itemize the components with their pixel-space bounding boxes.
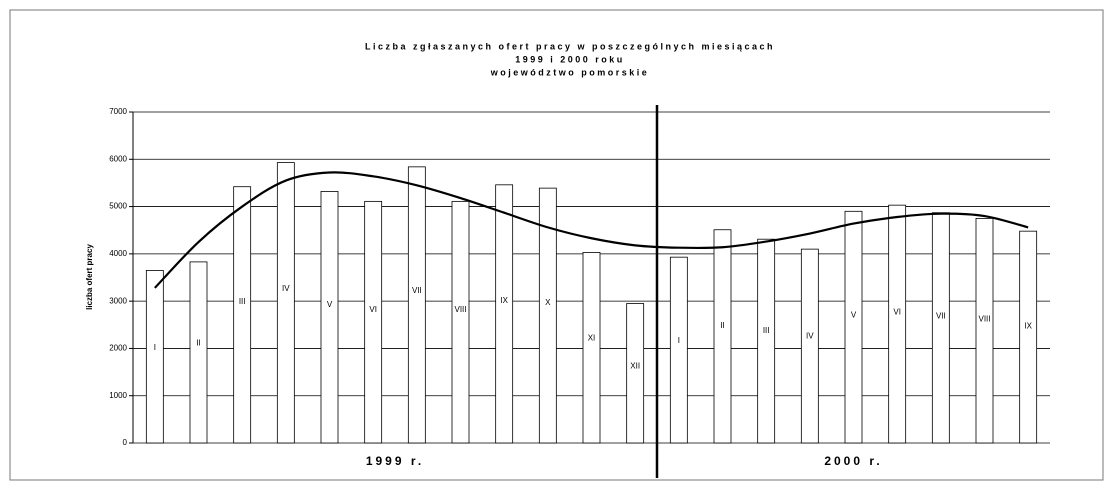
chart-subtitle: 1999 i 2000 roku <box>515 54 625 64</box>
chart-subtitle: województwo pomorskie <box>490 67 650 77</box>
year-label: 2000 r. <box>824 454 882 468</box>
bar-label: II <box>720 321 724 330</box>
bar <box>582 252 601 444</box>
bar <box>407 166 426 444</box>
bar-label: IX <box>1024 322 1032 331</box>
year-label: 1999 r. <box>366 454 424 468</box>
bar-label: XI <box>588 333 596 342</box>
y-tick-label: 6000 <box>109 154 127 163</box>
bar <box>538 187 557 444</box>
bar-label: VIII <box>454 305 466 314</box>
bar-label: IX <box>500 296 508 305</box>
bar-label: V <box>327 300 333 309</box>
y-tick-label: 0 <box>123 438 128 447</box>
y-tick-label: 4000 <box>109 249 127 258</box>
bar <box>364 200 383 444</box>
bar-label: IV <box>806 331 814 340</box>
bar-label: III <box>763 326 770 335</box>
bar <box>757 238 776 444</box>
bar-label: III <box>239 297 246 306</box>
y-tick-label: 3000 <box>109 296 127 305</box>
bar <box>189 261 208 444</box>
bar <box>975 217 994 444</box>
bar <box>800 248 819 444</box>
bar-label: VII <box>412 286 422 295</box>
bar <box>495 184 514 444</box>
bar-label: XII <box>630 361 640 370</box>
bar <box>276 162 295 444</box>
bar-label: I <box>154 343 156 352</box>
chart-title: Liczba zgłaszanych ofert pracy w poszcze… <box>365 41 775 51</box>
y-tick-label: 1000 <box>109 391 127 400</box>
bar-label: IV <box>282 284 290 293</box>
bar <box>888 204 907 444</box>
trend-line <box>154 171 1029 289</box>
bar <box>669 256 688 444</box>
bar <box>844 210 863 444</box>
bar-label: I <box>678 336 680 345</box>
bar-label: II <box>196 339 200 348</box>
bar <box>713 229 732 444</box>
bar-label: VII <box>936 311 946 320</box>
bar <box>145 270 164 444</box>
bar <box>320 191 339 444</box>
bar-label: VI <box>369 305 377 314</box>
bar-label: VI <box>893 307 901 316</box>
bar <box>233 186 252 444</box>
y-tick-label: 2000 <box>109 344 127 353</box>
y-tick-label: 5000 <box>109 202 127 211</box>
y-tick-label: 7000 <box>109 107 127 116</box>
bar <box>931 212 950 444</box>
bar-label: V <box>851 311 857 320</box>
bar-label: VIII <box>978 315 990 324</box>
bar <box>451 200 470 444</box>
bar <box>626 303 645 444</box>
y-axis-label: liczba ofert pracy <box>85 244 94 310</box>
bar-label: X <box>545 298 551 307</box>
bar <box>1019 230 1038 444</box>
